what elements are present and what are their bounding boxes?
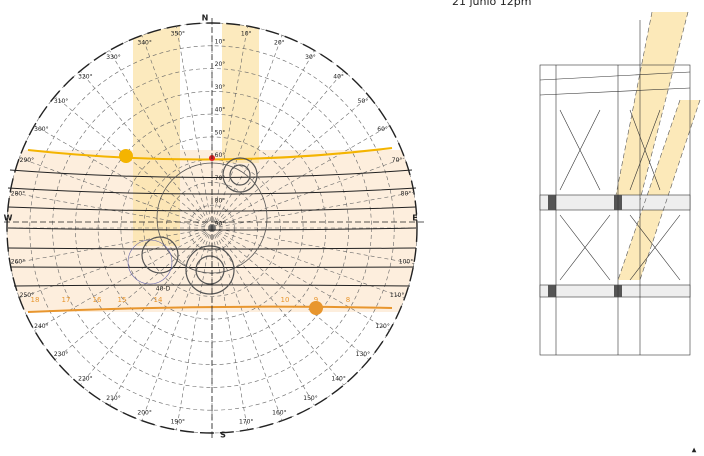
altitude-label: 50°	[215, 129, 226, 136]
azimuth-label: 340°	[137, 39, 151, 46]
azimuth-line	[211, 125, 390, 229]
azimuth-label: 70°	[392, 157, 403, 164]
azimuth-label: 230°	[54, 351, 68, 358]
altitude-label: 60°	[215, 152, 226, 159]
azimuth-label: 50°	[358, 98, 369, 105]
altitude-label: 40°	[215, 107, 226, 114]
azimuth-line	[211, 70, 345, 229]
hour-label: 14	[154, 296, 163, 304]
altitude-label: 30°	[215, 84, 226, 91]
azimuth-line	[79, 70, 213, 229]
azimuth-label: 250°	[20, 292, 34, 299]
compass-west: W	[4, 214, 13, 223]
azimuth-label: 30°	[305, 54, 316, 61]
azimuth-line	[211, 95, 370, 229]
azimuth-line	[211, 227, 283, 421]
azimuth-line	[109, 50, 213, 229]
azimuth-line	[109, 227, 213, 406]
compass-north: N	[202, 14, 209, 23]
azimuth-label: 120°	[375, 323, 389, 330]
azimuth-label: 160°	[272, 410, 286, 417]
azimuth-line	[176, 26, 213, 229]
azimuth-line	[211, 227, 370, 361]
azimuth-label: 190°	[171, 419, 185, 426]
azimuth-line	[34, 125, 213, 229]
azimuth-label: 280°	[11, 190, 25, 197]
azimuth-label: 320°	[78, 74, 92, 81]
azimuth-line	[211, 157, 405, 229]
azimuth-label: 300°	[34, 126, 48, 133]
hour-label: 17	[62, 296, 71, 304]
azimuth-line	[79, 227, 213, 386]
hour-label: 16	[93, 296, 102, 304]
azimuth-line	[211, 50, 315, 229]
azimuth-line	[211, 192, 414, 229]
altitude-label: 10°	[215, 38, 226, 45]
azimuth-label: 130°	[356, 351, 370, 358]
azimuth-label: 220°	[78, 375, 92, 382]
azimuth-label: 20°	[274, 39, 285, 46]
azimuth-line	[141, 35, 213, 229]
azimuth-line	[176, 227, 213, 430]
sun-paths	[7, 147, 417, 315]
altitude-label: 70°	[215, 175, 226, 182]
building-section	[539, 11, 701, 356]
azimuth-line	[211, 35, 283, 229]
compass-east: E	[412, 214, 417, 223]
compass-south: S	[220, 431, 226, 440]
azimuth-label: 10°	[241, 30, 252, 37]
azimuth-label: 310°	[54, 98, 68, 105]
azimuth-label: 170°	[239, 419, 253, 426]
hour-label: 9	[314, 296, 318, 304]
azimuth-label: 40°	[333, 74, 344, 81]
azimuth-line	[211, 227, 390, 331]
azimuth-line	[19, 157, 213, 229]
altitude-ring	[143, 159, 281, 297]
azimuth-label: 210°	[106, 395, 120, 402]
altitude-label: 90°	[215, 221, 226, 228]
azimuth-line	[211, 227, 345, 386]
azimuth-line	[10, 227, 213, 264]
azimuth-line	[54, 95, 213, 229]
azimuth-line	[10, 192, 213, 229]
azimuth-line	[141, 227, 213, 421]
azimuth-label: 100°	[399, 259, 413, 266]
azimuth-line	[211, 26, 248, 229]
azimuth-line	[34, 227, 213, 331]
azimuth-label: 290°	[20, 157, 34, 164]
hour-label: 8	[346, 296, 350, 304]
altitude-label: 20°	[215, 61, 226, 68]
azimuth-label: 60°	[377, 126, 388, 133]
azimuth-label: 150°	[303, 395, 317, 402]
azimuth-label: 260°	[11, 259, 25, 266]
azimuth-label: 350°	[171, 30, 185, 37]
azimuth-label: 110°	[390, 292, 404, 299]
corner-mark: ▲	[692, 447, 697, 454]
azimuth-label: 80°	[401, 190, 412, 197]
azimuth-label: 140°	[331, 375, 345, 382]
azimuth-label: 240°	[34, 323, 48, 330]
azimuth-line	[211, 227, 315, 406]
azimuth-label: 330°	[106, 54, 120, 61]
azimuth-line	[211, 227, 248, 430]
azimuth-line	[19, 227, 213, 299]
azimuth-line	[211, 227, 414, 264]
hour-label: 15	[118, 296, 127, 304]
azimuth-line	[211, 227, 405, 299]
hour-label: 18	[31, 296, 40, 304]
section-title: 21 junio 12pm	[452, 0, 531, 8]
azimuth-label: 200°	[137, 410, 151, 417]
marker-label: 40-D	[156, 286, 171, 293]
hour-label: 10	[281, 296, 290, 304]
azimuth-line	[54, 227, 213, 361]
altitude-label: 80°	[215, 198, 226, 205]
